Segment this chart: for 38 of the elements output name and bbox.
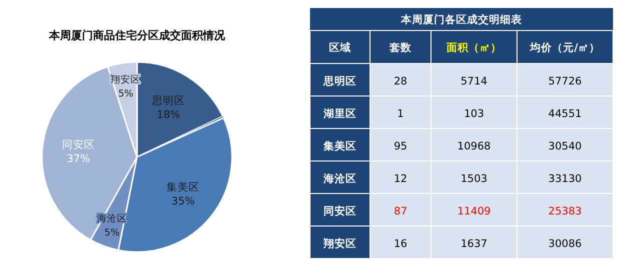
- data-label: 18%: [156, 109, 180, 122]
- text: 95: [394, 140, 408, 152]
- data-label: 35%: [171, 196, 195, 208]
- text: 10968: [457, 140, 491, 152]
- category-label: 湖里区: [324, 108, 356, 120]
- text: 57726: [548, 75, 582, 88]
- text: 28: [394, 75, 408, 88]
- text: 16: [394, 238, 408, 250]
- text: 12: [394, 172, 408, 185]
- text: 本周厦门各区成交明细表: [400, 13, 523, 26]
- category-label: 套数: [388, 41, 412, 54]
- text: 87: [394, 205, 408, 218]
- data-label: 37%: [66, 153, 90, 166]
- text: 5714: [460, 75, 488, 88]
- text: 25383: [548, 205, 582, 218]
- text: 区域: [329, 41, 351, 54]
- text: 44551: [548, 108, 582, 120]
- category-label: 面积（㎡）: [446, 42, 502, 54]
- category-label: 同安区: [324, 205, 356, 218]
- data-label: 5%: [104, 228, 120, 239]
- text: 103: [464, 108, 484, 120]
- category-label: 思明区: [324, 75, 356, 88]
- slice-label: 思明区: [150, 95, 185, 108]
- category-label: 集美区: [324, 140, 356, 152]
- text: 30086: [548, 238, 582, 250]
- category-label: 海沧区: [324, 172, 356, 185]
- text: 1503: [460, 172, 488, 185]
- text: 33130: [548, 172, 582, 185]
- chart-title: 本周厦门商品住宅分区成交面积情况: [48, 29, 226, 42]
- category-label: 翔安区: [324, 238, 356, 250]
- slice-label: 集美区: [166, 180, 200, 194]
- data-label: 5%: [118, 88, 134, 100]
- text: 30540: [548, 140, 582, 152]
- slice-label: 同安区: [62, 138, 95, 152]
- text: 1: [397, 108, 404, 120]
- category-label: 均价（元/㎡）: [529, 41, 600, 54]
- text: 1637: [460, 238, 488, 250]
- text: 11409: [457, 205, 491, 218]
